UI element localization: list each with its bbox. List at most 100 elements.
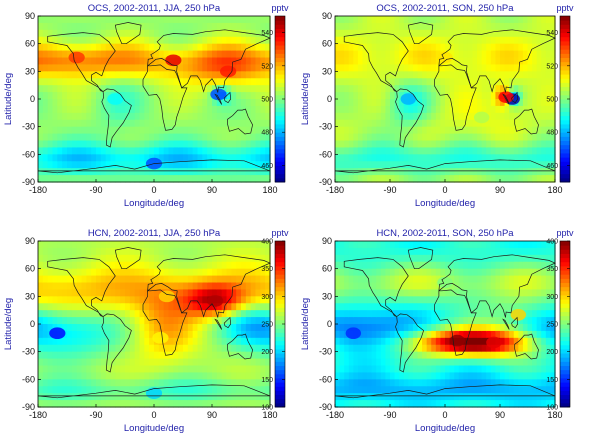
heatmap-cell bbox=[477, 261, 483, 270]
heatmap-cell bbox=[536, 351, 542, 360]
heatmap-cell bbox=[62, 317, 68, 325]
heatmap-cell bbox=[431, 254, 437, 263]
heatmap-cell bbox=[394, 105, 400, 114]
heatmap-cell bbox=[52, 247, 58, 256]
heatmap-cell bbox=[129, 386, 136, 394]
heatmap-cell bbox=[86, 337, 92, 346]
heatmap-cell bbox=[481, 289, 487, 297]
y-tick-label: -30 bbox=[22, 347, 35, 357]
heatmap-cell bbox=[236, 99, 242, 107]
heatmap-cell bbox=[81, 71, 87, 79]
heatmap-cell bbox=[513, 379, 519, 387]
heatmap-cell bbox=[129, 247, 136, 256]
heatmap-cell bbox=[490, 36, 497, 45]
heatmap-cell bbox=[353, 351, 359, 360]
heatmap-cell bbox=[422, 85, 428, 93]
heatmap-cell bbox=[339, 337, 345, 346]
heatmap-cell bbox=[426, 386, 432, 394]
heatmap-cell bbox=[467, 310, 474, 318]
heatmap-cell bbox=[417, 358, 423, 367]
heatmap-cell bbox=[385, 140, 391, 149]
heatmap-cell bbox=[412, 78, 419, 86]
heatmap-cell bbox=[110, 168, 116, 176]
heatmap-cell bbox=[231, 344, 237, 353]
heatmap-cell bbox=[380, 330, 387, 339]
heatmap-cell bbox=[362, 105, 368, 114]
heatmap-cell bbox=[221, 57, 228, 66]
heatmap-cell bbox=[120, 289, 126, 297]
heatmap-cell bbox=[376, 119, 382, 128]
heatmap-cell bbox=[57, 99, 63, 107]
heatmap-cell bbox=[255, 386, 261, 394]
heatmap-cell bbox=[110, 22, 116, 31]
heatmap-cell bbox=[449, 386, 455, 394]
heatmap-cell bbox=[236, 337, 242, 346]
heatmap-cell bbox=[532, 344, 538, 353]
heatmap-cell bbox=[207, 105, 213, 114]
coastline bbox=[343, 32, 409, 92]
heatmap-cell bbox=[221, 379, 228, 387]
heatmap-cell bbox=[467, 133, 474, 142]
heatmap-cell bbox=[110, 140, 116, 149]
heatmap-cell bbox=[81, 379, 87, 387]
heatmap-cell bbox=[527, 400, 533, 408]
heatmap-cell bbox=[495, 241, 501, 249]
heatmap-cell bbox=[339, 154, 345, 162]
heatmap-cell bbox=[221, 393, 228, 401]
heatmap-cell bbox=[339, 126, 345, 135]
heatmap-cell bbox=[348, 241, 354, 249]
heatmap-cell bbox=[163, 161, 170, 169]
heatmap-cell bbox=[385, 119, 391, 128]
heatmap-cell bbox=[120, 310, 126, 318]
heatmap-cell bbox=[192, 57, 199, 66]
heatmap-cell bbox=[490, 393, 497, 401]
heatmap-cell bbox=[91, 261, 97, 270]
heatmap-cell bbox=[394, 22, 400, 31]
heatmap-cell bbox=[236, 317, 242, 325]
heatmap-cell bbox=[47, 310, 54, 318]
heatmap-cell bbox=[408, 379, 414, 387]
heatmap-cell bbox=[67, 43, 73, 52]
heatmap-cell bbox=[52, 386, 58, 394]
heatmap-cell bbox=[353, 126, 359, 135]
heatmap-cell bbox=[422, 50, 428, 59]
heatmap-cell bbox=[522, 92, 529, 100]
heatmap-cell bbox=[454, 36, 460, 45]
heatmap-cell bbox=[486, 261, 492, 270]
heatmap-cell bbox=[115, 379, 121, 387]
heatmap-cell bbox=[144, 337, 150, 346]
heatmap-cell bbox=[472, 133, 478, 142]
heatmap-cell bbox=[129, 241, 136, 249]
heatmap-cell bbox=[380, 22, 387, 31]
heatmap-cell bbox=[458, 57, 464, 66]
heatmap-cell bbox=[38, 303, 44, 311]
heatmap-cell bbox=[265, 289, 271, 297]
heatmap-cell bbox=[486, 379, 492, 387]
heatmap-cell bbox=[504, 317, 510, 325]
heatmap-cell bbox=[105, 282, 112, 291]
heatmap-cell bbox=[527, 43, 533, 52]
heatmap-cell bbox=[518, 303, 524, 311]
heatmap-cell bbox=[357, 379, 364, 387]
heatmap-cell bbox=[431, 268, 437, 277]
heatmap-cell bbox=[550, 344, 556, 353]
heatmap-cell bbox=[245, 282, 252, 291]
heatmap-cell bbox=[500, 317, 506, 325]
heatmap-cell bbox=[265, 282, 271, 291]
heatmap-cell bbox=[250, 112, 257, 121]
heatmap-cell bbox=[67, 22, 73, 31]
heatmap-cell bbox=[504, 296, 510, 304]
heatmap-cell bbox=[500, 16, 506, 24]
heatmap-cell bbox=[134, 289, 141, 297]
heatmap-cell bbox=[371, 175, 377, 183]
heatmap-cell bbox=[96, 261, 102, 270]
heatmap-cell bbox=[100, 289, 107, 297]
heatmap-cell bbox=[527, 99, 533, 107]
colorbar-step bbox=[275, 336, 285, 342]
heatmap-cell bbox=[417, 337, 423, 346]
heatmap-cell bbox=[545, 247, 552, 256]
heatmap-cell bbox=[105, 393, 112, 401]
colorbar-step bbox=[275, 16, 285, 21]
heatmap-cell bbox=[42, 365, 49, 374]
heatmap-cell bbox=[435, 275, 442, 284]
